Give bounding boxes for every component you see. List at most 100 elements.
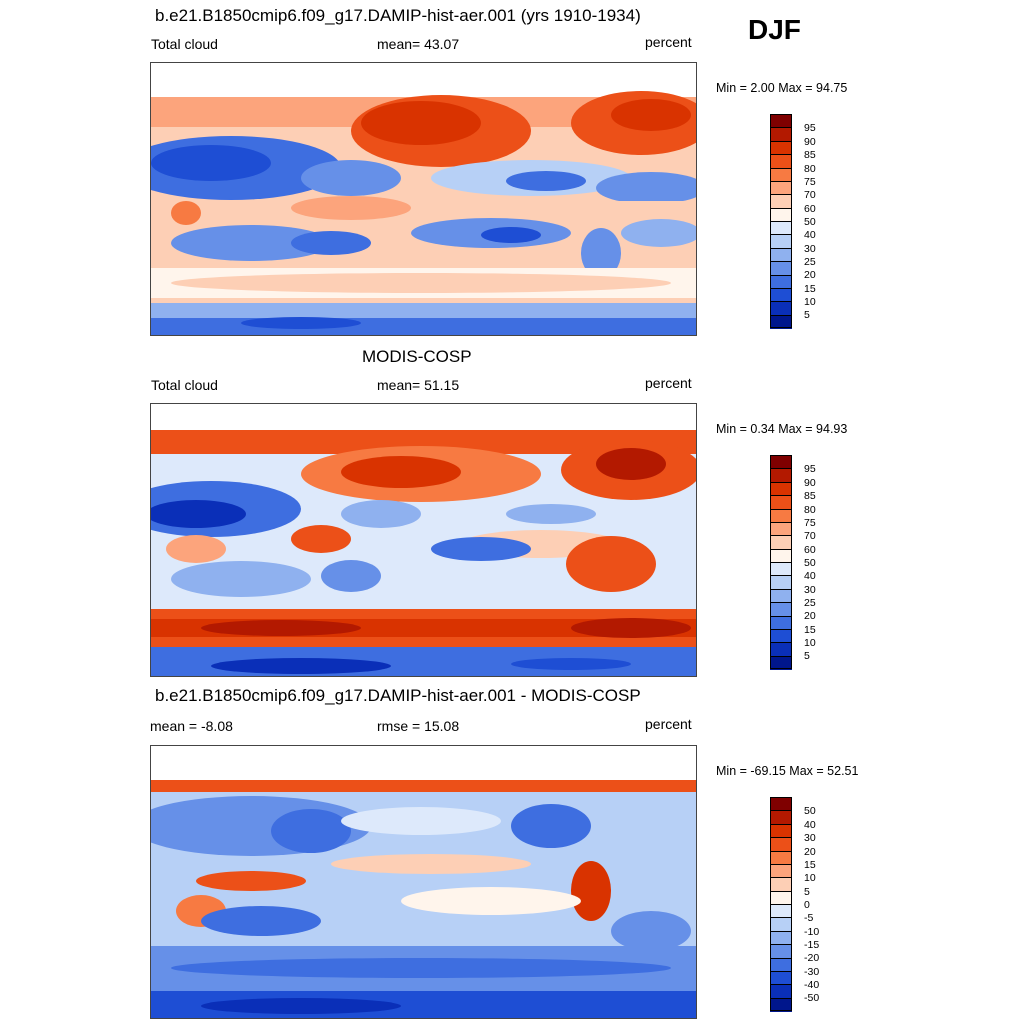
panel-3-tick: 15 bbox=[804, 859, 816, 871]
panel-3-colorbar bbox=[770, 797, 792, 1012]
colorbar-swatch bbox=[770, 877, 792, 892]
colorbar-swatch bbox=[770, 127, 792, 142]
colorbar-swatch bbox=[770, 535, 792, 550]
panel-3-tick: 0 bbox=[804, 899, 810, 911]
colorbar-swatch bbox=[770, 221, 792, 236]
colorbar-swatch bbox=[770, 628, 792, 644]
colorbar-swatch bbox=[770, 984, 792, 999]
panel-1-units: percent bbox=[645, 34, 692, 50]
panel-3-units: percent bbox=[645, 716, 692, 732]
panel-1-tick: 70 bbox=[804, 189, 816, 201]
panel-1-tick: 95 bbox=[804, 122, 816, 134]
panel-3-tick: 40 bbox=[804, 819, 816, 831]
colorbar-swatch bbox=[770, 140, 792, 156]
colorbar-swatch bbox=[770, 904, 792, 919]
colorbar-swatch bbox=[770, 301, 792, 316]
colorbar-swatch bbox=[770, 287, 792, 303]
panel-2-tick: 15 bbox=[804, 624, 816, 636]
panel-1-colorbar bbox=[770, 114, 792, 329]
panel-2-tick: 90 bbox=[804, 477, 816, 489]
panel-2-tick: 95 bbox=[804, 463, 816, 475]
panel-2-units: percent bbox=[645, 375, 692, 391]
panel-1-map bbox=[150, 62, 697, 336]
colorbar-swatch bbox=[770, 521, 792, 537]
colorbar-swatch bbox=[770, 180, 792, 196]
colorbar-swatch bbox=[770, 930, 792, 946]
colorbar-swatch bbox=[770, 114, 792, 129]
panel-3-tick: 5 bbox=[804, 886, 810, 898]
panel-1-tick: 10 bbox=[804, 296, 816, 308]
panel-1-tick: 40 bbox=[804, 229, 816, 241]
panel-3-tick: 20 bbox=[804, 846, 816, 858]
colorbar-swatch bbox=[770, 602, 792, 617]
panel-1-mean-label: mean= 43.07 bbox=[377, 36, 460, 52]
panel-1-tick: 20 bbox=[804, 269, 816, 281]
panel-3-tick: -30 bbox=[804, 966, 820, 978]
panel-2-tick: 80 bbox=[804, 504, 816, 516]
colorbar-swatch bbox=[770, 261, 792, 276]
panel-3-tick: 30 bbox=[804, 832, 816, 844]
season-label: DJF bbox=[748, 14, 801, 45]
panel-3-rmse-label: rmse = 15.08 bbox=[377, 718, 460, 734]
colorbar-swatch bbox=[770, 548, 792, 563]
panel-1-tick: 15 bbox=[804, 283, 816, 295]
colorbar-swatch bbox=[770, 797, 792, 812]
colorbar-swatch bbox=[770, 314, 792, 329]
panel-1-left-label: Total cloud bbox=[151, 36, 218, 52]
colorbar-swatch bbox=[770, 562, 792, 577]
panel-2-left-label: Total cloud bbox=[151, 377, 218, 393]
panel-2-tick: 50 bbox=[804, 557, 816, 569]
panel-2-tick: 40 bbox=[804, 570, 816, 582]
colorbar-swatch bbox=[770, 850, 792, 865]
colorbar-swatch bbox=[770, 944, 792, 959]
panel-2-mean-label: mean= 51.15 bbox=[377, 377, 460, 393]
panel-1-tick: 30 bbox=[804, 243, 816, 255]
panel-2-tick: 25 bbox=[804, 597, 816, 609]
colorbar-swatch bbox=[770, 823, 792, 839]
colorbar-swatch bbox=[770, 957, 792, 972]
panel-1-tick: 85 bbox=[804, 149, 816, 161]
colorbar-swatch bbox=[770, 468, 792, 483]
panel-1-tick: 60 bbox=[804, 203, 816, 215]
colorbar-swatch bbox=[770, 810, 792, 825]
colorbar-swatch bbox=[770, 642, 792, 657]
panel-3-tick: -20 bbox=[804, 952, 820, 964]
panel-3-tick: -10 bbox=[804, 926, 820, 938]
panel-3-tick: -40 bbox=[804, 979, 820, 991]
panel-1-minmax: Min = 2.00 Max = 94.75 bbox=[716, 81, 848, 95]
colorbar-swatch bbox=[770, 455, 792, 470]
colorbar-swatch bbox=[770, 167, 792, 182]
colorbar-swatch bbox=[770, 481, 792, 497]
colorbar-swatch bbox=[770, 575, 792, 590]
colorbar-swatch bbox=[770, 615, 792, 630]
panel-2-minmax: Min = 0.34 Max = 94.93 bbox=[716, 422, 848, 436]
panel-1-tick: 75 bbox=[804, 176, 816, 188]
panel-2-tick: 5 bbox=[804, 650, 810, 662]
colorbar-swatch bbox=[770, 837, 792, 852]
colorbar-swatch bbox=[770, 863, 792, 879]
panel-2-title: MODIS-COSP bbox=[362, 347, 472, 366]
panel-1-tick: 25 bbox=[804, 256, 816, 268]
panel-3-tick: 50 bbox=[804, 805, 816, 817]
colorbar-swatch bbox=[770, 194, 792, 209]
colorbar-swatch bbox=[770, 207, 792, 222]
panel-1-tick: 80 bbox=[804, 163, 816, 175]
colorbar-swatch bbox=[770, 234, 792, 249]
panel-3-minmax: Min = -69.15 Max = 52.51 bbox=[716, 764, 859, 778]
panel-3-map bbox=[150, 745, 697, 1019]
panel-2-map bbox=[150, 403, 697, 677]
panel-2-tick: 70 bbox=[804, 530, 816, 542]
panel-2-tick: 60 bbox=[804, 544, 816, 556]
panel-2-tick: 10 bbox=[804, 637, 816, 649]
panel-2-tick: 85 bbox=[804, 490, 816, 502]
colorbar-swatch bbox=[770, 495, 792, 510]
panel-3-title: b.e21.B1850cmip6.f09_g17.DAMIP-hist-aer.… bbox=[155, 686, 641, 705]
colorbar-swatch bbox=[770, 997, 792, 1012]
panel-2-map-field bbox=[151, 404, 696, 676]
colorbar-swatch bbox=[770, 970, 792, 986]
panel-3-tick: -15 bbox=[804, 939, 820, 951]
panel-3-tick: -50 bbox=[804, 992, 820, 1004]
panel-3-mean-label: mean = -8.08 bbox=[150, 718, 233, 734]
panel-1-map-field bbox=[151, 63, 696, 335]
panel-3-tick: -5 bbox=[804, 912, 814, 924]
